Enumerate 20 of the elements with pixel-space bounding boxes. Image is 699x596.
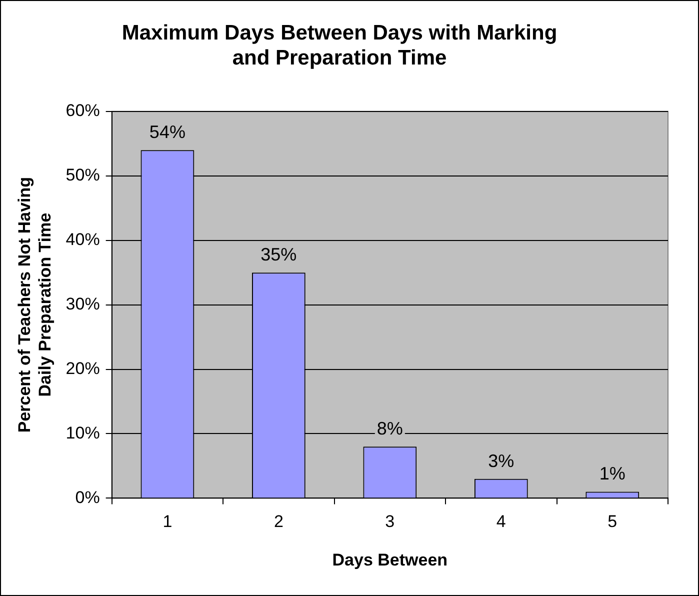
y-axis-title: Percent of Teachers Not Having Daily Preparation Time xyxy=(14,176,54,433)
data-label: 8% xyxy=(376,418,403,439)
x-tick-label: 5 xyxy=(608,512,618,532)
y-tick-label: 0% xyxy=(75,488,100,507)
y-tick-label: 40% xyxy=(66,230,100,250)
y-tick-label: 60% xyxy=(66,101,100,120)
y-tick-label: 30% xyxy=(66,294,100,314)
data-label: 35% xyxy=(260,244,297,265)
x-tick-label: 2 xyxy=(274,512,284,532)
chart-title: Maximum Days Between Days with Marking and Preparation Time xyxy=(122,21,558,70)
y-tick-label: 50% xyxy=(66,166,100,185)
data-label: 3% xyxy=(488,450,514,471)
y-tick-label: 20% xyxy=(66,358,100,378)
y-tick-label: 10% xyxy=(66,423,100,442)
data-label: 1% xyxy=(599,464,626,484)
data-label: 54% xyxy=(149,122,186,142)
x-axis-title: Days Between xyxy=(332,550,448,570)
x-tick-label: 4 xyxy=(496,512,506,532)
x-tick-label: 1 xyxy=(162,512,172,532)
x-tick-label: 3 xyxy=(385,512,395,532)
